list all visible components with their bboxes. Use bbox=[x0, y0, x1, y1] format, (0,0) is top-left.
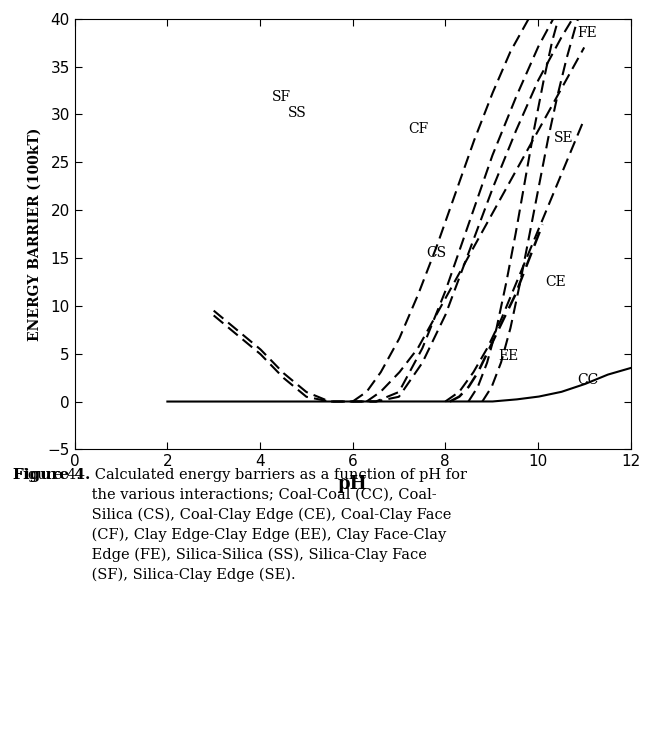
Text: SS: SS bbox=[288, 106, 307, 120]
Text: SF: SF bbox=[272, 90, 291, 104]
Y-axis label: ENERGY BARRIER (100kT): ENERGY BARRIER (100kT) bbox=[28, 127, 42, 341]
Text: FE: FE bbox=[577, 26, 597, 40]
Text: Figure 4.   Calculated energy barriers as a function of pH for
                 : Figure 4. Calculated energy barriers as … bbox=[13, 468, 467, 582]
Text: Figure 4.: Figure 4. bbox=[13, 468, 90, 482]
Text: SE: SE bbox=[554, 131, 574, 145]
Text: EE: EE bbox=[499, 348, 519, 363]
Text: CC: CC bbox=[577, 374, 599, 387]
Text: CF: CF bbox=[408, 122, 428, 136]
Text: CS: CS bbox=[426, 246, 447, 260]
Text: CE: CE bbox=[545, 275, 566, 289]
X-axis label: pH: pH bbox=[338, 475, 367, 493]
